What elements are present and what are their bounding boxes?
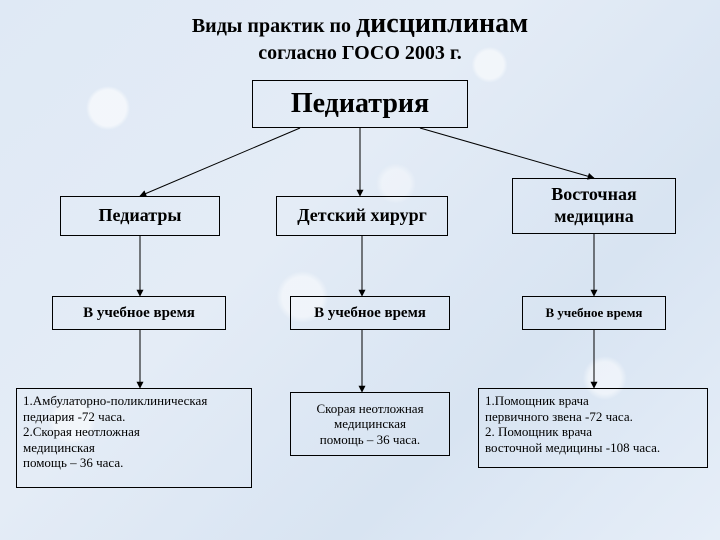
title-line2: согласно ГОСО 2003 г.: [0, 42, 720, 65]
node-c3-label: В учебное время: [546, 305, 643, 321]
node-d1-label: 1.Амбулаторно-поликлиническая педиария -…: [23, 393, 207, 471]
node-c1-label: В учебное время: [83, 304, 195, 322]
node-root-label: Педиатрия: [291, 87, 429, 121]
node-root: Педиатрия: [252, 80, 468, 128]
node-time-1: В учебное время: [52, 296, 226, 330]
title-line1-plain: Виды практик по: [192, 15, 356, 37]
node-d2-label: Скорая неотложнаямедицинскаяпомощь – 36 …: [316, 401, 423, 448]
node-time-3: В учебное время: [522, 296, 666, 330]
title-line1-big: дисциплинам: [356, 8, 528, 39]
node-detail-1: 1.Амбулаторно-поликлиническая педиария -…: [16, 388, 252, 488]
node-branch-eastern: Восточнаямедицина: [512, 178, 676, 234]
slide-title: Виды практик по дисциплинам согласно ГОС…: [0, 8, 720, 65]
node-time-2: В учебное время: [290, 296, 450, 330]
node-detail-3: 1.Помощник врача первичного звена -72 ча…: [478, 388, 708, 468]
node-c2-label: В учебное время: [314, 304, 426, 322]
node-b3-label: Восточнаямедицина: [551, 184, 636, 227]
node-b2-label: Детский хирург: [297, 205, 427, 227]
node-b1-label: Педиатры: [99, 205, 182, 227]
node-detail-2: Скорая неотложнаямедицинскаяпомощь – 36 …: [290, 392, 450, 456]
node-d3-label: 1.Помощник врача первичного звена -72 ча…: [485, 393, 660, 455]
node-branch-surgeon: Детский хирург: [276, 196, 448, 236]
node-branch-pediatry: Педиатры: [60, 196, 220, 236]
